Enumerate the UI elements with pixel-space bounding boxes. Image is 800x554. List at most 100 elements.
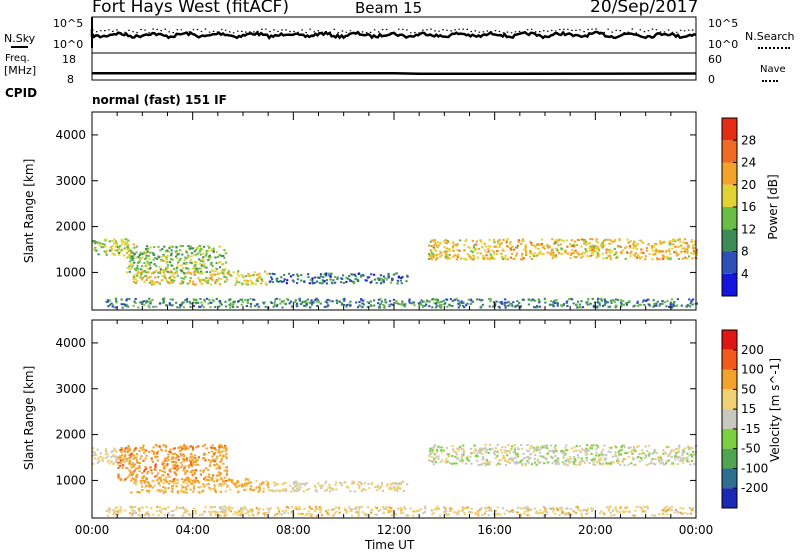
velocity-panel-cell	[204, 476, 207, 479]
power-panel-cell	[303, 280, 306, 283]
power-panel-cell	[153, 263, 156, 266]
velocity-panel-cell	[248, 480, 251, 483]
power-panel-cell	[534, 306, 537, 309]
velocity-panel-cell	[224, 490, 227, 493]
power-panel-cell	[632, 247, 635, 250]
power-panel-cell	[644, 258, 647, 261]
velocity-panel-cell	[618, 449, 621, 452]
power-panel-cell	[211, 299, 214, 302]
velocity-panel-cell	[213, 489, 217, 492]
velocity-panel-cell	[477, 514, 480, 517]
velocity-panel-cell	[513, 461, 516, 464]
power-panel-cell	[123, 238, 126, 241]
velocity-panel-cell	[535, 447, 538, 450]
power-panel-cell	[551, 253, 554, 256]
power-panel-cell	[554, 256, 558, 258]
power-panel-cell	[149, 300, 152, 303]
velocity-panel-cell	[277, 506, 280, 509]
velocity-panel-cell	[383, 507, 386, 510]
power-panel-cell	[327, 304, 330, 307]
power-panel-cell	[296, 282, 299, 285]
velocity-panel-cell	[564, 446, 567, 449]
power-panel-cell	[668, 243, 671, 246]
power-panel-cell	[652, 253, 655, 256]
velocity-colorbar-frame	[721, 329, 738, 509]
power-panel-cell	[132, 257, 135, 260]
power-panel-cell	[452, 255, 455, 258]
power-panel-cell	[98, 241, 101, 244]
power-panel-cell	[591, 248, 594, 251]
velocity-panel-cell	[470, 507, 473, 510]
power-panel-cell	[501, 256, 504, 259]
velocity-panel-cell	[573, 446, 576, 449]
velocity-panel-cell	[675, 448, 678, 450]
velocity-panel-cell	[658, 459, 661, 462]
power-panel-cell	[361, 302, 364, 305]
velocity-panel-cell	[225, 479, 228, 482]
velocity-panel-cell	[92, 462, 95, 465]
velocity-panel-cell	[600, 463, 603, 466]
velocity-panel-cell	[275, 513, 278, 515]
power-panel-cell	[163, 274, 166, 277]
power-panel-cell	[474, 248, 477, 251]
power-panel-cell	[508, 303, 512, 305]
power-panel-cell	[455, 258, 458, 261]
velocity-panel-cell	[689, 447, 692, 450]
power-panel-cell	[155, 281, 158, 284]
velocity-panel-cell	[319, 511, 322, 514]
power-panel-cell	[387, 272, 390, 275]
power-panel-cell	[538, 305, 542, 308]
power-panel-cell	[175, 270, 178, 273]
power-panel-cell	[648, 253, 651, 255]
velocity-panel-cell	[338, 511, 341, 514]
power-panel-cell	[618, 245, 621, 247]
power-panel-cell	[203, 245, 206, 248]
power-panel-cell	[678, 238, 681, 241]
power-colorbar-swatch	[722, 273, 737, 296]
power-panel-cell	[598, 303, 601, 306]
power-panel-cell	[605, 248, 608, 251]
power-panel-cell	[564, 249, 567, 252]
power-panel-cell	[205, 271, 208, 273]
velocity-panel-cell	[440, 446, 443, 449]
power-panel-cell	[689, 252, 692, 255]
velocity-panel-cell	[499, 459, 502, 462]
velocity-panel-cell	[619, 506, 622, 509]
velocity-panel-cell	[132, 472, 135, 475]
velocity-panel-cell	[308, 505, 311, 508]
velocity-panel-cell	[112, 513, 115, 516]
power-panel-cell	[155, 264, 158, 267]
power-panel-cell	[691, 257, 694, 260]
velocity-panel-cell	[207, 510, 211, 513]
velocity-colorbar-swatch	[722, 409, 737, 429]
power-panel-cell	[185, 257, 188, 259]
power-panel-cell	[383, 304, 386, 307]
velocity-panel-cell	[156, 450, 159, 453]
velocity-panel-cell	[461, 460, 464, 463]
velocity-panel-cell	[590, 452, 593, 455]
velocity-panel-cell	[546, 447, 549, 450]
velocity-panel-cell	[207, 468, 210, 471]
velocity-panel-cell	[437, 445, 440, 448]
velocity-panel-cell	[658, 513, 661, 515]
power-panel-cell	[246, 283, 249, 286]
power-panel-cell	[448, 253, 451, 256]
power-panel-cell	[195, 271, 198, 274]
power-panel-cell	[172, 268, 176, 270]
power-panel-cell	[143, 300, 146, 303]
velocity-panel-cell	[691, 460, 694, 462]
power-panel-cell	[420, 299, 423, 302]
power-panel-cell	[607, 248, 611, 251]
power-panel-cell	[576, 306, 579, 309]
power-panel-cell	[493, 241, 496, 244]
velocity-panel-cell	[257, 511, 260, 514]
xtick-label: 16:00	[477, 523, 512, 537]
velocity-panel-cell	[650, 462, 653, 465]
velocity-panel-cell	[145, 512, 148, 515]
power-panel-cell	[139, 258, 142, 261]
velocity-panel-cell	[147, 470, 150, 473]
velocity-panel-cell	[466, 458, 469, 461]
power-panel-cell	[146, 245, 149, 248]
velocity-panel-cell	[422, 512, 425, 515]
velocity-panel-cell	[218, 466, 221, 469]
